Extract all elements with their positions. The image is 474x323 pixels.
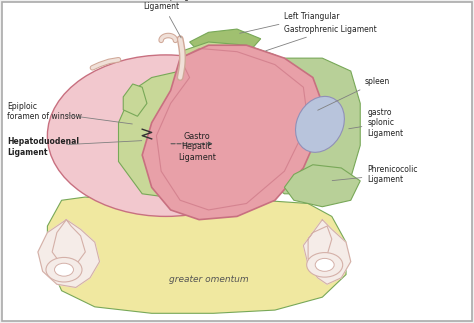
- Text: Hepatoduodenal
Ligament: Hepatoduodenal Ligament: [7, 137, 79, 157]
- Polygon shape: [118, 71, 261, 200]
- Text: gastro
splonic
Ligament: gastro splonic Ligament: [349, 108, 403, 138]
- Circle shape: [46, 257, 82, 282]
- Polygon shape: [123, 84, 147, 116]
- Polygon shape: [47, 197, 346, 313]
- Text: Phrenico esophageal
Ligament: Phrenico esophageal Ligament: [121, 0, 201, 38]
- Text: Epiploic
foramen of winslow: Epiploic foramen of winslow: [7, 102, 82, 121]
- Circle shape: [315, 258, 334, 271]
- Ellipse shape: [295, 96, 345, 152]
- Text: spleen: spleen: [318, 77, 390, 110]
- Polygon shape: [38, 220, 100, 287]
- Polygon shape: [251, 58, 360, 194]
- Circle shape: [307, 253, 343, 277]
- Polygon shape: [303, 220, 351, 284]
- Text: greater omentum: greater omentum: [169, 275, 248, 284]
- Polygon shape: [180, 42, 294, 81]
- FancyBboxPatch shape: [2, 2, 472, 321]
- Text: Gastrophrenic Ligament: Gastrophrenic Ligament: [266, 25, 377, 51]
- Circle shape: [55, 263, 73, 276]
- Text: Left Triangular: Left Triangular: [240, 12, 340, 33]
- Polygon shape: [284, 165, 360, 207]
- Ellipse shape: [47, 55, 284, 216]
- Text: Phrenicocolic
Ligament: Phrenicocolic Ligament: [332, 165, 418, 184]
- Polygon shape: [190, 29, 261, 58]
- Text: Gastro
Hepatic
Ligament: Gastro Hepatic Ligament: [178, 132, 216, 162]
- Polygon shape: [142, 45, 322, 220]
